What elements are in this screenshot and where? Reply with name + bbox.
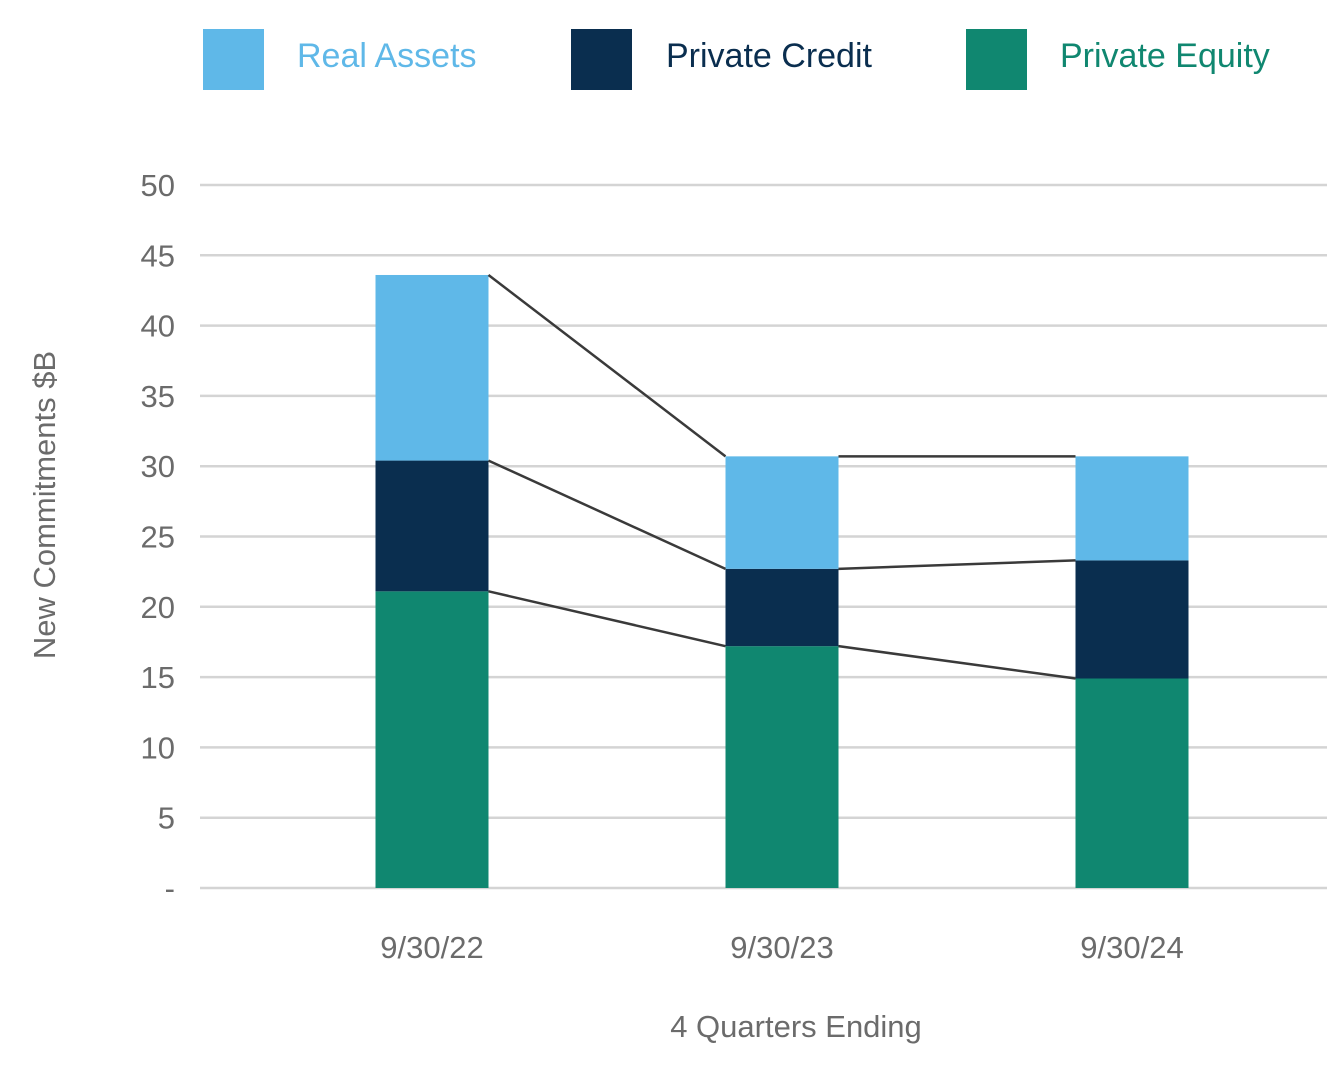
- y-tick-label: 25: [141, 520, 175, 555]
- bar-segment: [375, 274, 489, 461]
- y-axis-title: New Commitments $B: [27, 351, 62, 659]
- connector-lines: [487, 273, 1076, 680]
- connector-line: [838, 644, 1076, 680]
- legend-swatch: [966, 29, 1027, 90]
- connector-line: [838, 559, 1076, 571]
- bar-segment: [725, 456, 839, 569]
- x-axis-title: 4 Quarters Ending: [670, 1009, 922, 1044]
- bars: [375, 274, 1189, 888]
- y-tick-label: 40: [141, 309, 175, 344]
- y-tick-label: -: [165, 871, 175, 906]
- legend-swatch: [203, 29, 264, 90]
- legend: Real Assets Private Credit Private Equity: [203, 29, 1270, 90]
- y-tick-label: 35: [141, 379, 175, 414]
- bar-segment: [375, 591, 489, 888]
- x-tick-labels: 9/30/22 9/30/23 9/30/24: [380, 930, 1183, 965]
- y-tick-label: 15: [141, 660, 175, 695]
- y-tick-label: 10: [141, 730, 175, 765]
- legend-label: Real Assets: [297, 37, 477, 75]
- connector-line: [488, 590, 726, 648]
- x-tick-label: 9/30/23: [730, 930, 833, 965]
- bar-segment: [725, 568, 839, 647]
- y-tick-label: 50: [141, 168, 175, 203]
- legend-label: Private Equity: [1060, 37, 1270, 75]
- legend-label: Private Credit: [666, 37, 873, 75]
- y-tick-labels: - 5 10 15 20 25 30 35 40 45 50: [141, 168, 175, 906]
- legend-swatch: [571, 29, 632, 90]
- x-tick-label: 9/30/22: [380, 930, 483, 965]
- bar-segment: [375, 460, 489, 592]
- y-tick-label: 5: [158, 801, 175, 836]
- bar-segment: [725, 646, 839, 888]
- connector-line: [487, 273, 727, 458]
- x-tick-label: 9/30/24: [1080, 930, 1183, 965]
- y-tick-label: 30: [141, 449, 175, 484]
- bar-segment: [1075, 678, 1189, 888]
- bar-segment: [1075, 456, 1189, 561]
- y-tick-label: 20: [141, 590, 175, 625]
- y-tick-label: 45: [141, 238, 175, 273]
- connector-line: [487, 459, 727, 570]
- bar-segment: [1075, 560, 1189, 679]
